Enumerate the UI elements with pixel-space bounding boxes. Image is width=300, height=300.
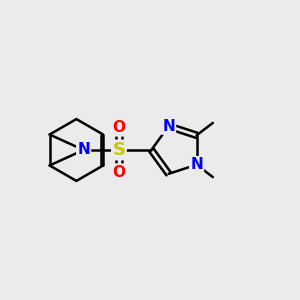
Text: N: N — [77, 142, 90, 158]
Text: N: N — [162, 119, 175, 134]
Text: O: O — [112, 120, 125, 135]
Text: O: O — [112, 165, 125, 180]
Text: N: N — [190, 157, 203, 172]
Text: S: S — [112, 141, 125, 159]
